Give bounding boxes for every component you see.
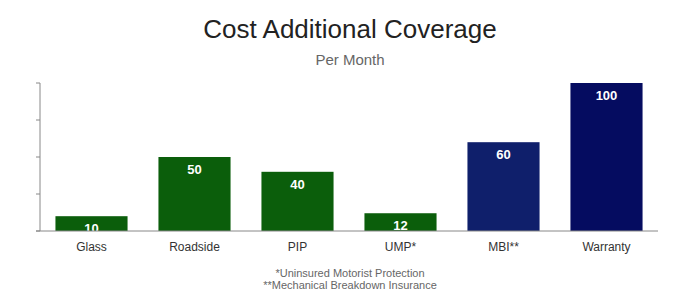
x-tick-label: Glass (76, 240, 107, 254)
chart: Cost Additional Coverage Per Month 10 Glass… (0, 0, 700, 300)
bar (158, 157, 230, 231)
footnote: **Mechanical Breakdown Insurance (263, 279, 437, 291)
x-tick-label: UMP* (385, 240, 417, 254)
data-label: 50 (187, 162, 201, 177)
y-axis (40, 83, 41, 231)
subtitle: Per Month (315, 51, 384, 68)
labels: 10Glass50Roadside40PIP12UMP*60MBI**100Wa… (76, 88, 630, 254)
bars (55, 83, 642, 231)
data-label: 10 (84, 221, 98, 236)
y-tick (36, 194, 40, 195)
footnote: *Uninsured Motorist Protection (275, 267, 424, 279)
y-tick (36, 120, 40, 121)
bar (467, 142, 539, 231)
bar (261, 172, 333, 231)
x-tick-label: Warranty (582, 240, 630, 254)
data-label: 40 (290, 177, 304, 192)
x-tick-label: Roadside (169, 240, 220, 254)
y-tick (36, 83, 40, 84)
x-tick-label: MBI** (488, 240, 519, 254)
bar (570, 83, 642, 231)
x-axis (36, 231, 658, 232)
y-tick (36, 157, 40, 158)
title: Cost Additional Coverage (203, 14, 496, 44)
data-label: 100 (596, 88, 618, 103)
x-tick-label: PIP (288, 240, 307, 254)
data-label: 60 (496, 147, 510, 162)
